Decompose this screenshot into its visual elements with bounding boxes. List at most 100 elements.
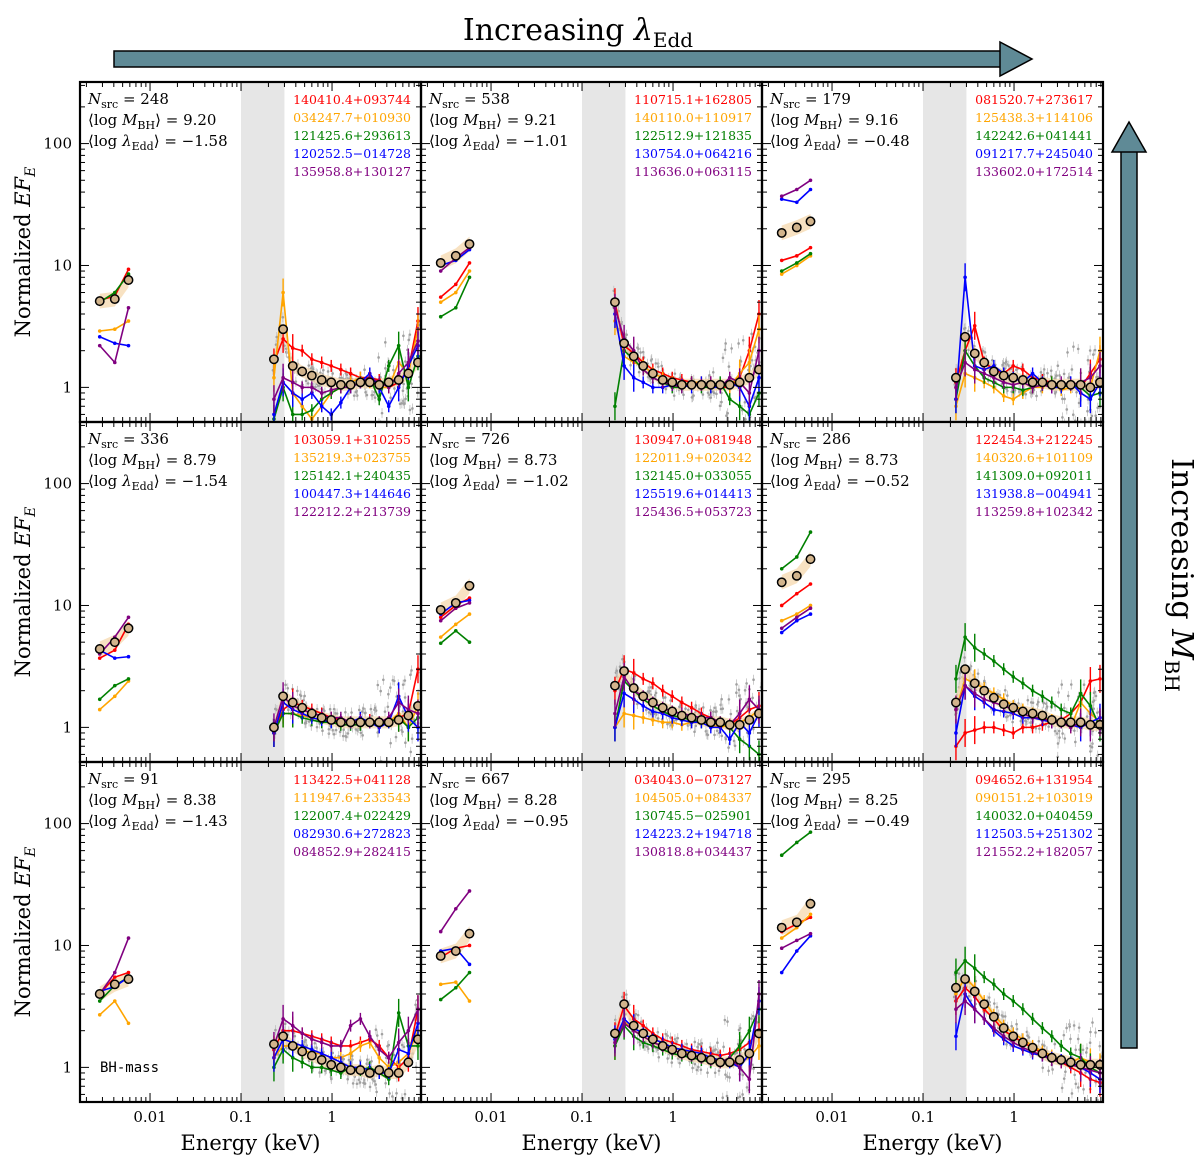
stack-xray-point (413, 1034, 421, 1045)
uv-point (112, 290, 117, 295)
plot-area (435, 82, 762, 422)
grey-point (696, 1065, 700, 1069)
plot-area (776, 82, 1103, 422)
grey-point (1072, 1024, 1076, 1027)
grey-point (963, 656, 966, 659)
grey-point (331, 372, 334, 375)
grey-point (401, 730, 404, 734)
grey-point (366, 1058, 369, 1061)
stack-xray-point (1046, 1052, 1057, 1063)
xray-point (300, 412, 304, 417)
stack-xray-point (1056, 1055, 1067, 1065)
stack-xray-point (1065, 1057, 1076, 1068)
grey-point (686, 708, 690, 712)
xray-point (982, 725, 986, 730)
grey-point (752, 678, 755, 681)
xray-point (747, 360, 752, 365)
grey-point (375, 1090, 378, 1094)
uv-point (453, 282, 458, 287)
grey-point (1062, 1033, 1066, 1037)
grey-point (1089, 750, 1092, 753)
xray-point (954, 1007, 958, 1012)
xray-line (614, 708, 760, 729)
plot-area (94, 422, 421, 762)
uv-point (112, 341, 117, 346)
corner-tag: BH-mass (100, 1060, 159, 1076)
grey-point (700, 1041, 704, 1045)
grey-point (741, 1073, 745, 1077)
grey-point (1068, 1025, 1071, 1028)
legend-entry: 084852.9+282415 (293, 844, 411, 859)
stack-xray-point (950, 982, 961, 993)
grey-point (737, 1028, 741, 1032)
uv-point (438, 314, 443, 319)
xray-point (992, 725, 996, 730)
y-tick-label: 100 (43, 475, 72, 493)
xray-point (954, 731, 958, 735)
stack-xray-point (647, 368, 658, 379)
stack-xray-point (1017, 1037, 1028, 1048)
stack-band (614, 296, 759, 391)
grey-point (387, 692, 390, 696)
grey-point (1011, 720, 1014, 724)
grey-point (745, 1086, 749, 1089)
xray-point (954, 992, 958, 996)
xray-line (273, 292, 419, 421)
xray-point (660, 688, 665, 693)
grey-point (1090, 745, 1094, 749)
xray-point (737, 1065, 742, 1070)
grey-point (746, 705, 750, 709)
grey-point (361, 710, 364, 713)
grey-point (1069, 1037, 1072, 1041)
stack-points (94, 974, 421, 1078)
grey-point (1086, 358, 1090, 362)
xray-point (1088, 679, 1093, 683)
grey-point (633, 674, 637, 678)
stack-xray-point (686, 712, 697, 723)
grey-point (1088, 349, 1092, 352)
grey-point (716, 1041, 719, 1045)
grey-point (1003, 688, 1007, 692)
grey-point (701, 393, 705, 396)
grey-point (363, 368, 366, 372)
xray-point (1059, 1044, 1064, 1048)
xray-point (982, 371, 986, 376)
grey-point (672, 394, 676, 397)
grey-point (720, 734, 724, 738)
xray-point (319, 1065, 324, 1070)
grey-point (1053, 392, 1057, 395)
stack-uv-point (109, 979, 120, 990)
stack-xray-point (403, 710, 414, 721)
grey-point (649, 712, 653, 716)
uv-stack-band (781, 896, 811, 936)
stack-xray-point (676, 1048, 687, 1059)
grey-point (380, 411, 384, 415)
x-tick-label: 0.1 (570, 1108, 594, 1126)
uv-point (126, 615, 131, 620)
xray-point (1021, 367, 1025, 372)
grey-point (1077, 401, 1081, 405)
uv-point (794, 254, 799, 258)
stack-points (435, 928, 762, 1068)
stack-xray-point (969, 986, 980, 997)
grey-point (322, 368, 325, 372)
stack-xray-point (383, 717, 394, 728)
uv-point (97, 656, 102, 660)
grey-point (735, 683, 738, 686)
xray-point (300, 1031, 304, 1036)
grey-point (274, 1028, 277, 1032)
xray-point (963, 731, 967, 735)
stack-uv-point (435, 604, 446, 615)
grey-point (1005, 715, 1008, 719)
grey-point (693, 1040, 697, 1044)
grey-point (1058, 736, 1061, 739)
grey-point (1027, 1036, 1031, 1039)
grey-point (1084, 1071, 1087, 1074)
grey-point (1039, 370, 1043, 374)
grey-point (328, 707, 332, 711)
grey-point (326, 370, 330, 373)
grey-point (394, 735, 398, 739)
stack-xray-point (609, 1028, 620, 1039)
xray-line (273, 1023, 419, 1074)
stack-xray-point (628, 351, 639, 362)
